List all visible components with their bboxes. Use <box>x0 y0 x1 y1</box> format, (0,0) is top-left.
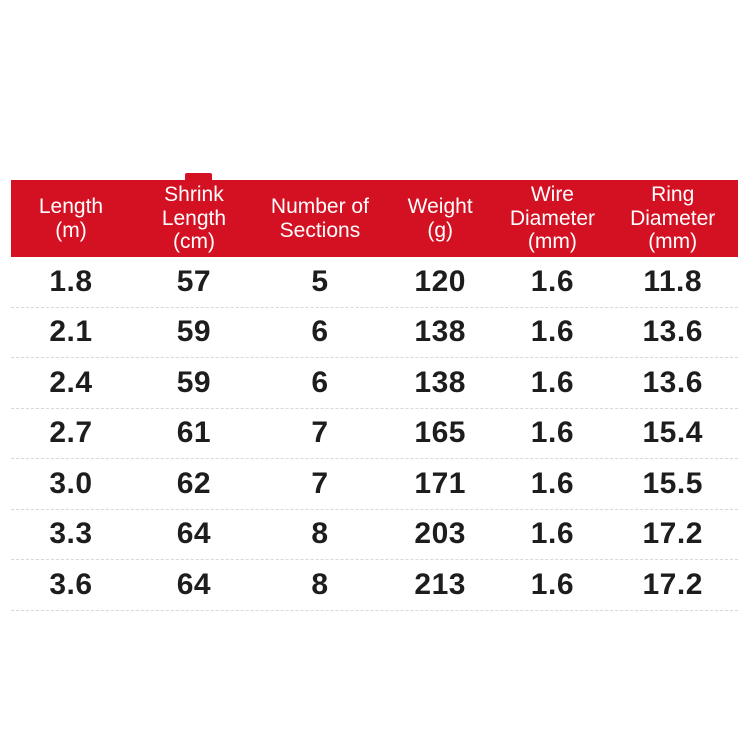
cell-ring-diameter: 17.2 <box>642 517 703 551</box>
cell-sections: 6 <box>311 365 329 399</box>
cell-sections: 7 <box>311 466 329 500</box>
cell-ring-diameter: 11.8 <box>643 264 703 298</box>
cell-wire-diameter: 1.6 <box>530 365 575 399</box>
cell-weight: 138 <box>414 365 466 399</box>
column-header-weight: Weight (g) <box>407 194 473 242</box>
cell-ring-diameter: 15.5 <box>642 466 703 500</box>
header-top-red-artifact <box>185 173 212 182</box>
cell-wire-diameter: 1.6 <box>530 315 575 349</box>
column-header-ring-diameter: Ring Diameter (mm) <box>630 183 716 254</box>
cell-wire-diameter: 1.6 <box>530 517 575 551</box>
cell-weight: 165 <box>414 416 466 450</box>
cell-shrink-length: 61 <box>176 416 212 450</box>
cell-ring-diameter: 13.6 <box>642 365 703 399</box>
specifications-table: Length (m) Shrink Length (cm) Number of … <box>11 180 738 611</box>
cell-weight: 120 <box>414 264 466 298</box>
table-row: 2.4 59 6 138 1.6 13.6 <box>11 358 738 409</box>
column-header-wire-diameter: Wire Diameter (mm) <box>509 183 596 254</box>
cell-weight: 213 <box>414 567 466 601</box>
table-row: 2.1 59 6 138 1.6 13.6 <box>11 308 738 358</box>
cell-length: 2.7 <box>49 416 93 450</box>
cell-wire-diameter: 1.6 <box>530 567 575 601</box>
cell-weight: 203 <box>414 517 466 551</box>
table-header-row: Length (m) Shrink Length (cm) Number of … <box>11 180 738 257</box>
cell-length: 3.3 <box>49 517 93 551</box>
cell-shrink-length: 59 <box>176 365 212 399</box>
table-row: 3.0 62 7 171 1.6 15.5 <box>11 459 738 510</box>
table-row: 1.8 57 5 120 1.6 11.8 <box>11 257 738 308</box>
cell-wire-diameter: 1.6 <box>530 466 575 500</box>
cell-ring-diameter: 15.4 <box>642 416 703 450</box>
cell-wire-diameter: 1.6 <box>530 416 575 450</box>
cell-shrink-length: 64 <box>176 567 212 601</box>
cell-length: 2.1 <box>49 315 93 349</box>
cell-length: 1.8 <box>49 264 93 298</box>
cell-ring-diameter: 17.2 <box>642 567 703 601</box>
cell-weight: 138 <box>414 315 466 349</box>
cell-ring-diameter: 13.6 <box>642 315 703 349</box>
cell-weight: 171 <box>414 466 466 500</box>
cell-shrink-length: 57 <box>176 264 212 298</box>
cell-shrink-length: 64 <box>176 517 212 551</box>
cell-sections: 6 <box>311 315 329 349</box>
column-header-shrink-length: Shrink Length (cm) <box>161 183 227 254</box>
cell-sections: 5 <box>311 264 329 298</box>
cell-length: 2.4 <box>49 365 93 399</box>
cell-sections: 8 <box>311 567 329 601</box>
column-header-length: Length (m) <box>38 194 104 242</box>
column-header-number-of-sections: Number of Sections <box>270 194 369 242</box>
cell-wire-diameter: 1.6 <box>530 264 575 298</box>
cell-shrink-length: 59 <box>176 315 212 349</box>
cell-length: 3.6 <box>49 567 93 601</box>
table-row: 2.7 61 7 165 1.6 15.4 <box>11 409 738 459</box>
table-row: 3.3 64 8 203 1.6 17.2 <box>11 510 738 560</box>
cell-length: 3.0 <box>49 466 93 500</box>
cell-shrink-length: 62 <box>176 466 212 500</box>
table-row: 3.6 64 8 213 1.6 17.2 <box>11 560 738 611</box>
cell-sections: 8 <box>311 517 329 551</box>
cell-sections: 7 <box>311 416 329 450</box>
